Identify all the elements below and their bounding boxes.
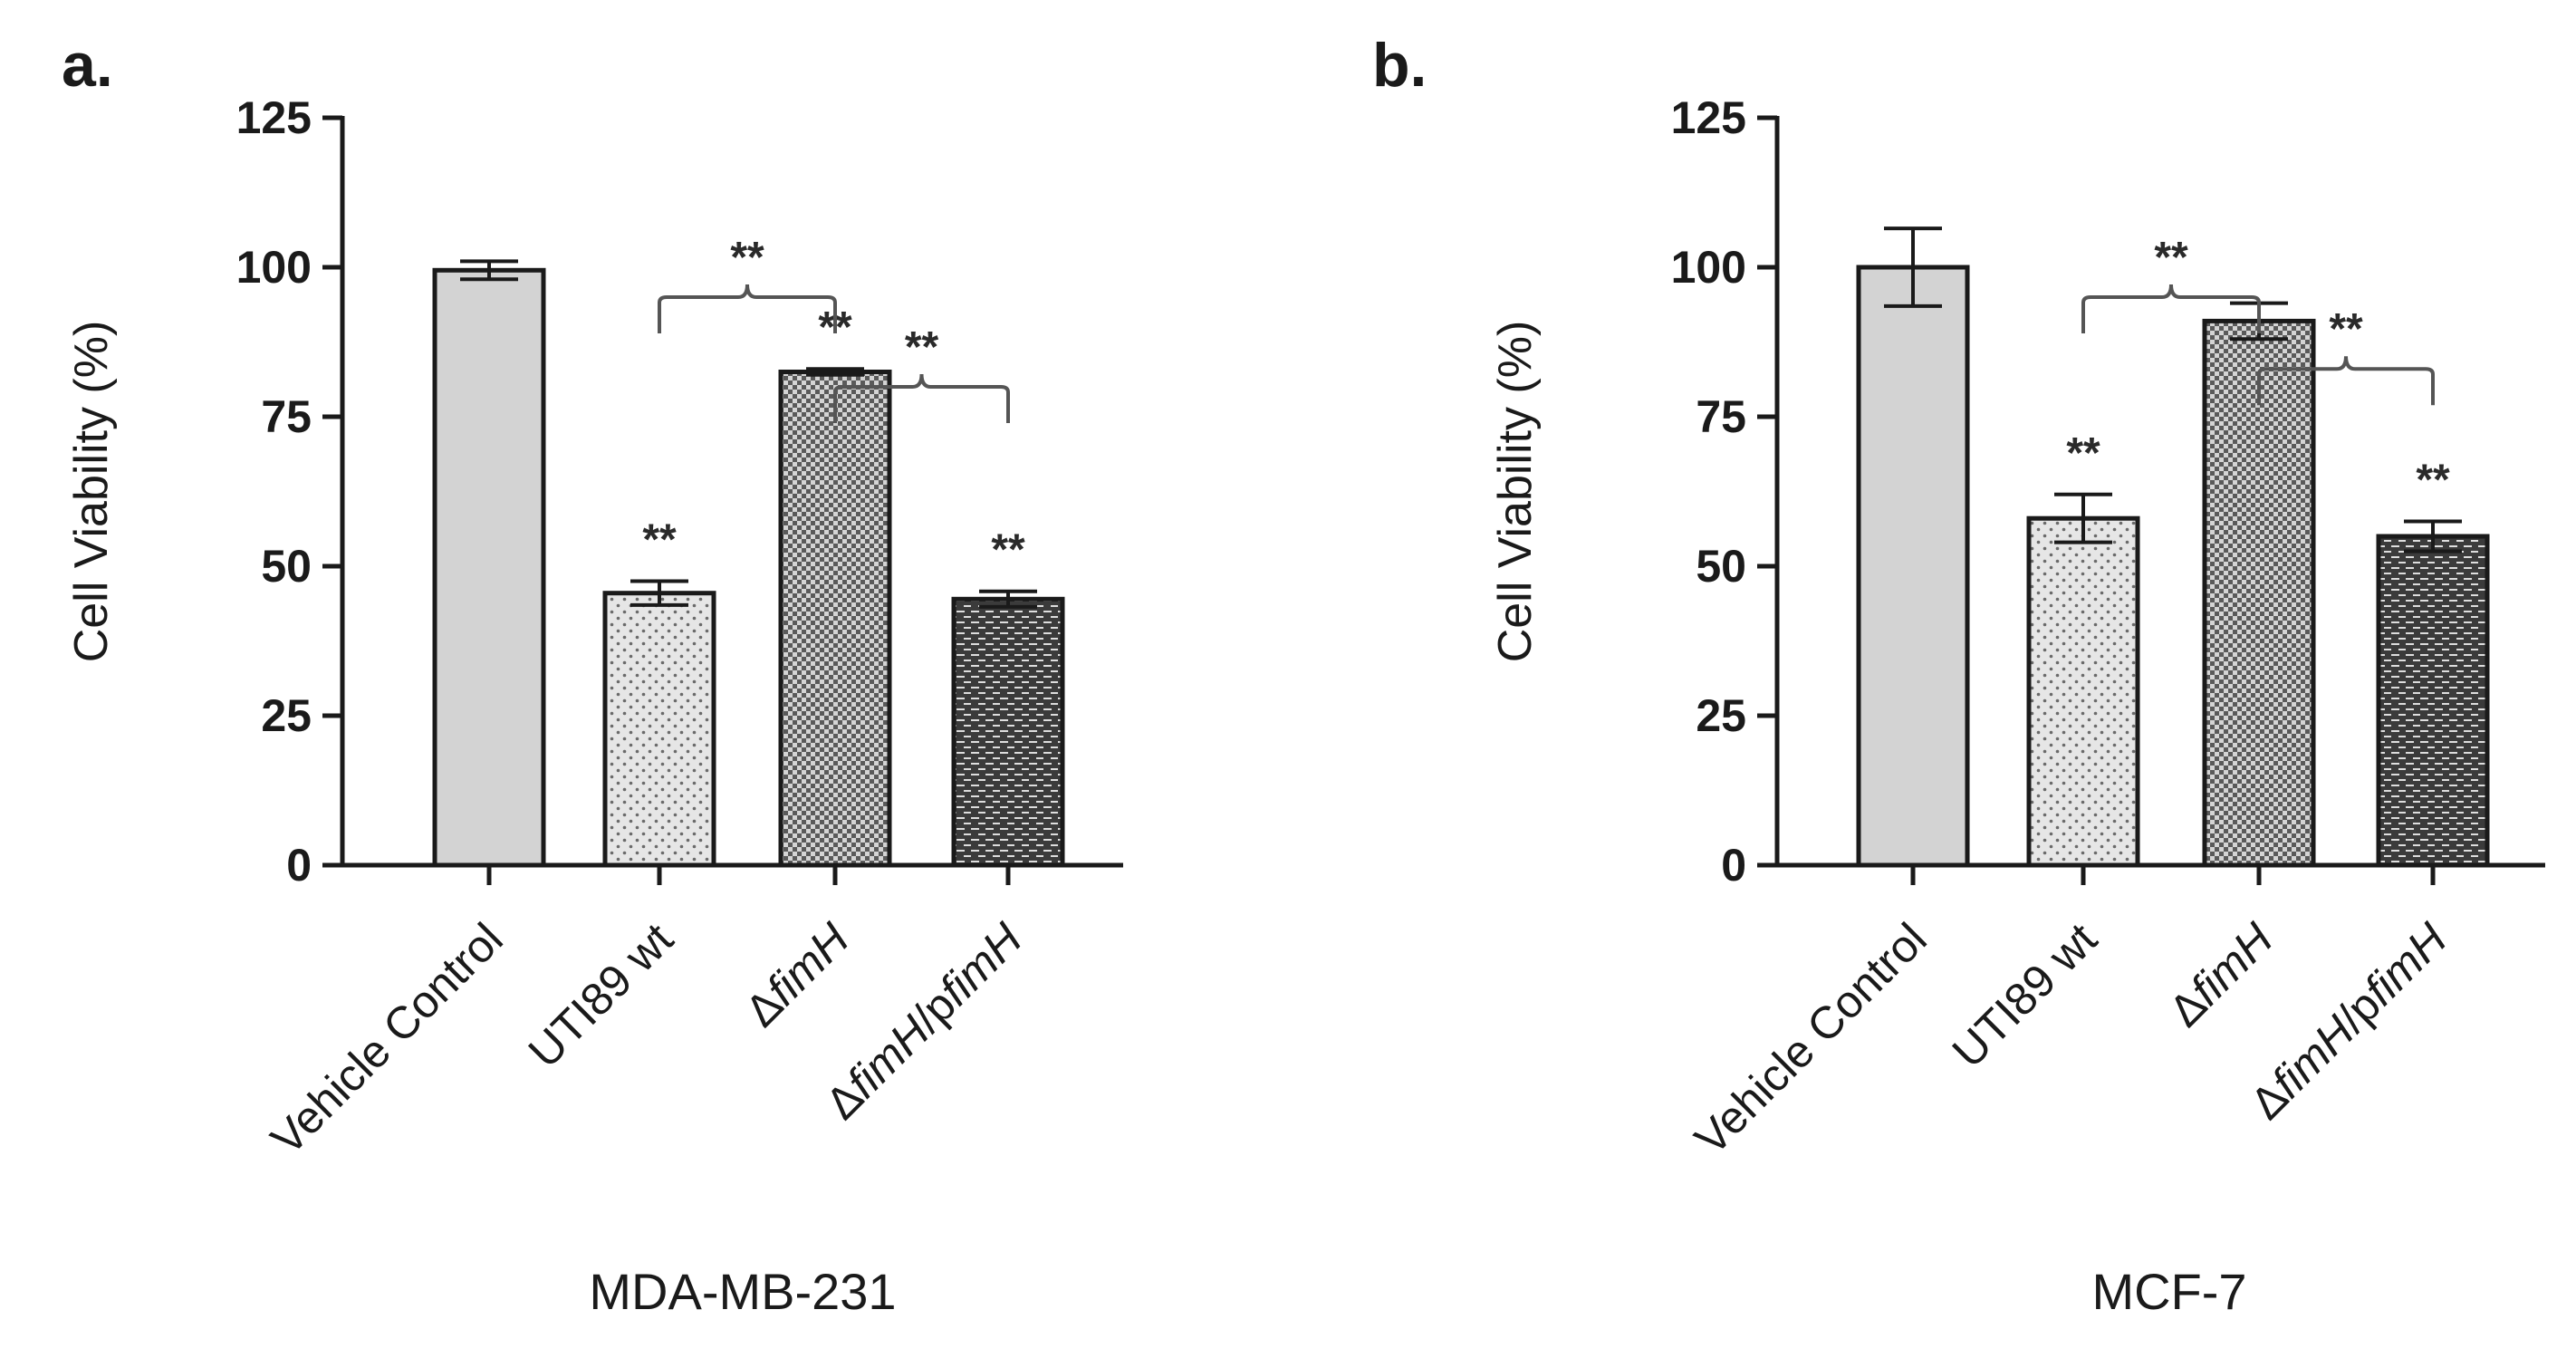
bar <box>778 370 892 868</box>
x-axis-title: MCF-7 <box>2091 1263 2246 1320</box>
y-tick-label: 100 <box>1671 242 1746 293</box>
bar <box>951 596 1065 868</box>
bracket-significance-label: ** <box>730 234 764 282</box>
bar <box>2026 515 2140 868</box>
bar <box>2376 534 2490 868</box>
category-label-part: Vehicle Control <box>1685 913 1936 1164</box>
category-label: UTI89 wt <box>1943 913 2107 1077</box>
bar <box>2202 318 2316 868</box>
panel-label: a. <box>62 31 113 100</box>
y-tick-label: 50 <box>261 541 312 592</box>
panel-label: b. <box>1372 31 1427 100</box>
category-label-part: UTI89 wt <box>1943 913 2107 1077</box>
significance-bracket <box>2257 356 2435 406</box>
y-tick-label: 50 <box>1696 541 1746 592</box>
bar-significance-label: ** <box>2066 429 2100 477</box>
y-tick-label: 75 <box>261 391 312 442</box>
y-tick-label: 125 <box>1671 92 1746 143</box>
category-label: Vehicle Control <box>261 913 512 1164</box>
category-label-part: UTI89 wt <box>519 913 683 1077</box>
panel-b-chart: b. 0 25 50 75 100 125 Cell Viability (%) Vehicle… <box>1372 31 2545 1320</box>
significance-bracket <box>833 373 1010 423</box>
significance-bracket <box>658 284 837 333</box>
y-tick-label: 100 <box>236 242 312 293</box>
category-label: ΔfimH <box>2159 913 2283 1037</box>
y-axis-title: Cell Viability (%) <box>65 321 118 663</box>
y-tick-label: 0 <box>286 840 312 891</box>
y-tick-label: 75 <box>1696 391 1746 442</box>
category-label: ΔfimH <box>735 913 860 1037</box>
bar-significance-label: ** <box>642 516 677 564</box>
bracket-significance-label: ** <box>2329 305 2363 353</box>
y-tick-label: 25 <box>1696 690 1746 741</box>
bar-significance-label: ** <box>991 526 1025 574</box>
bar-significance-label: ** <box>2416 457 2450 505</box>
bar <box>602 591 716 868</box>
bar <box>432 267 546 868</box>
category-label-part: Vehicle Control <box>261 913 512 1164</box>
x-axis-title: MDA-MB-231 <box>589 1263 896 1320</box>
y-tick-label: 125 <box>236 92 312 143</box>
significance-bracket <box>2081 284 2261 333</box>
bar <box>1856 265 1970 868</box>
panel-a-chart: a. 0 25 50 75 100 125 Cell Viability (%) Vehicle… <box>62 31 1123 1320</box>
bracket-significance-label: ** <box>2154 234 2188 282</box>
y-tick-label: 25 <box>261 690 312 741</box>
bracket-significance-label: ** <box>905 323 939 371</box>
category-label: UTI89 wt <box>519 913 683 1077</box>
category-label: Vehicle Control <box>1685 913 1936 1164</box>
y-axis-title: Cell Viability (%) <box>1489 321 1542 663</box>
y-tick-label: 0 <box>1721 840 1746 891</box>
